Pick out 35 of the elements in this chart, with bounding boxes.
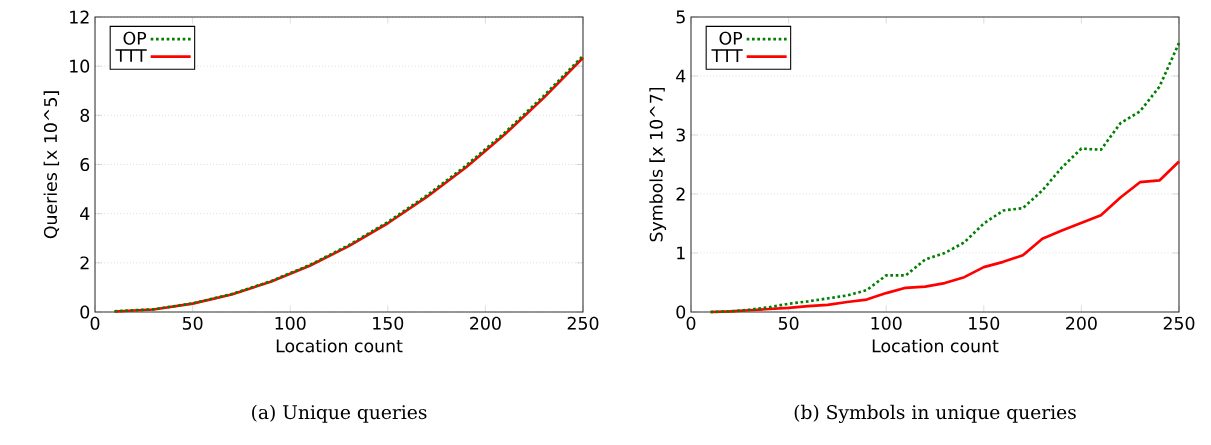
text: (b) Symbols in unique queries: [794, 404, 1076, 424]
x-tick-label: 200: [470, 316, 501, 330]
y-tick-label: 5: [676, 10, 685, 24]
y-tick-label: 10: [70, 59, 90, 73]
y-tick-label: 4: [80, 207, 90, 220]
x-tick-label: 150: [373, 316, 404, 330]
y-tick-label: 3: [676, 128, 685, 142]
y-tick-label: 12: [70, 10, 89, 24]
x-axis-title: Location count: [276, 338, 403, 353]
x-tick-label: 50: [778, 316, 799, 330]
y-tick-label: 8: [80, 108, 90, 122]
x-tick-label: 0: [90, 316, 100, 330]
y-axis-title: Queries [x 10^5]: [43, 91, 60, 239]
y-tick-label: 0: [80, 305, 90, 319]
x-tick-label: 50: [182, 316, 203, 330]
x-tick-label: 100: [275, 316, 306, 330]
x-axis-title: Location count: [872, 338, 999, 353]
legend-label: TTT: [711, 49, 743, 62]
x-tick-label: 0: [686, 316, 696, 330]
y-axis-title: Symbols [x 10^7]: [649, 87, 667, 242]
x-tick-label: 250: [567, 316, 599, 330]
x-tick-label: 200: [1066, 316, 1097, 330]
x-tick-label: 150: [969, 316, 1000, 330]
legend-label: TTT: [115, 49, 147, 62]
x-tick-label: 250: [1163, 316, 1195, 330]
legend-label: OP: [719, 31, 743, 45]
legend-label: OP: [123, 31, 147, 45]
text: (a) Unique queries: [252, 404, 427, 423]
x-tick-label: 100: [871, 316, 902, 330]
y-tick-label: 0: [676, 305, 686, 319]
y-tick-label: 1: [677, 246, 685, 260]
y-tick-label: 2: [676, 187, 685, 201]
y-tick-label: 4: [676, 69, 686, 83]
y-tick-label: 6: [80, 157, 90, 172]
y-tick-label: 2: [80, 256, 89, 270]
